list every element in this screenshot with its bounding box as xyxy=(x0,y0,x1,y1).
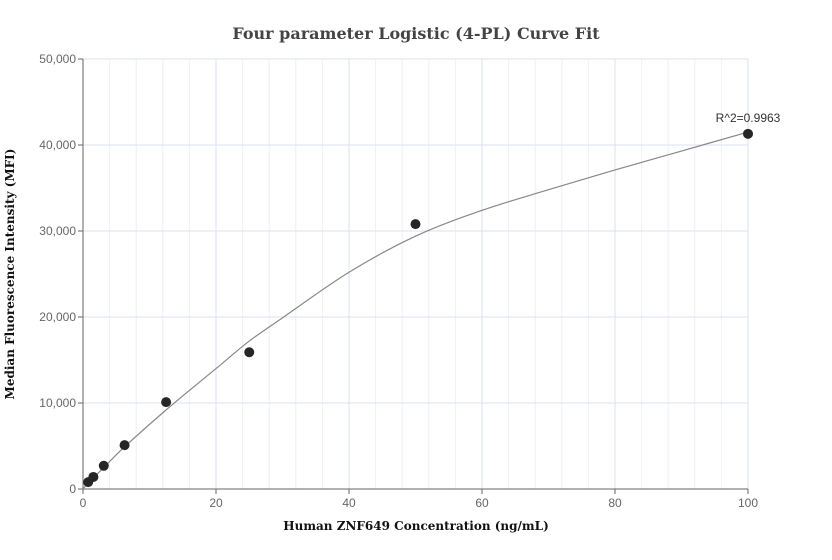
data-point xyxy=(244,347,255,358)
x-axis-label: Human ZNF649 Concentration (ng/mL) xyxy=(283,519,549,533)
x-tick-label: 20 xyxy=(209,496,223,510)
y-tick-label: 10,000 xyxy=(39,396,76,410)
y-tick-label: 0 xyxy=(69,482,76,496)
data-point xyxy=(88,471,99,482)
fitted-curve xyxy=(82,131,749,490)
x-tick-label: 40 xyxy=(342,496,356,510)
y-tick-label: 30,000 xyxy=(39,224,76,238)
y-tick-label: 40,000 xyxy=(39,138,76,152)
axes: 0 20 40 60 80 100 0 10,000 20,000 30,000 40,000 50,… xyxy=(39,52,758,510)
data-points xyxy=(83,128,753,488)
x-tick-label: 0 xyxy=(80,496,87,510)
x-tick-label: 60 xyxy=(475,496,489,510)
r-squared-annotation: R^2=0.9963 xyxy=(716,111,781,125)
data-point xyxy=(119,440,130,451)
x-tick-label: 80 xyxy=(608,496,622,510)
data-point xyxy=(410,219,421,230)
chart-title: Four parameter Logistic (4-PL) Curve Fit xyxy=(232,24,600,43)
y-axis-label: Median Fluorescence Intensity (MFI) xyxy=(3,149,17,400)
grid xyxy=(83,58,749,489)
data-point xyxy=(743,128,753,139)
y-tick-label: 50,000 xyxy=(39,52,76,66)
x-tick-label: 100 xyxy=(738,496,758,510)
data-point xyxy=(161,397,172,408)
data-point xyxy=(98,460,109,471)
y-tick-label: 20,000 xyxy=(39,310,76,324)
